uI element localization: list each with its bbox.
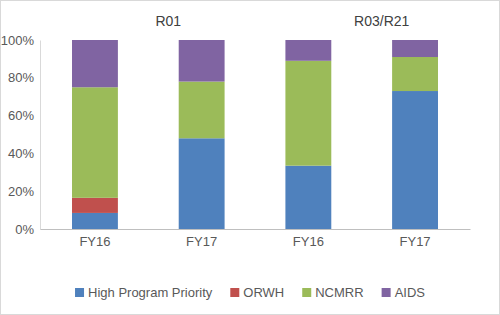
- y-axis: 0% 20% 40% 60% 80% 100%: [1, 33, 41, 237]
- bar-segment: [72, 40, 118, 87]
- x-tick: FY16: [293, 229, 324, 249]
- y-tick-label: 0%: [15, 222, 34, 237]
- legend-item: High Program Priority: [75, 285, 213, 300]
- bar-segment: [72, 213, 118, 229]
- legend-swatch: [302, 288, 311, 297]
- legend-label: AIDS: [395, 285, 426, 300]
- y-tick: 60%: [8, 108, 40, 123]
- bar-segment: [72, 198, 118, 213]
- x-tick-label: FY17: [186, 234, 217, 249]
- y-tick: 20%: [8, 184, 40, 199]
- y-tick-label: 80%: [8, 70, 34, 85]
- legend-item: NCMRR: [302, 285, 363, 300]
- legend-item: AIDS: [382, 285, 426, 300]
- legend-swatch: [75, 288, 84, 297]
- bar-segment: [392, 57, 438, 91]
- x-tick: FY16: [79, 229, 110, 249]
- bar-segment: [179, 138, 225, 229]
- chart-frame: [1, 1, 500, 315]
- legend-swatch: [230, 288, 239, 297]
- y-tick: 100%: [1, 33, 40, 48]
- y-tick: 0%: [15, 222, 40, 237]
- legend: High Program Priority ORWH NCMRR AIDS: [75, 285, 425, 300]
- bar-segment: [285, 61, 331, 166]
- y-tick: 40%: [8, 146, 40, 161]
- bar-segment: [72, 87, 118, 198]
- group-title: R01: [155, 13, 181, 29]
- y-tick-label: 40%: [8, 146, 34, 161]
- x-tick-label: FY16: [79, 234, 110, 249]
- bar-segment: [179, 82, 225, 139]
- legend-label: High Program Priority: [88, 285, 213, 300]
- x-tick: FY17: [400, 229, 431, 249]
- y-tick-label: 20%: [8, 184, 34, 199]
- chart: 0% 20% 40% 60% 80% 100% FY16 FY17 FY16 FY17 R01 R03…: [0, 0, 500, 315]
- x-axis: FY16 FY17 FY16 FY17: [41, 229, 471, 249]
- bar-segment: [179, 40, 225, 82]
- legend-swatch: [382, 288, 391, 297]
- x-tick-label: FY17: [400, 234, 431, 249]
- bar-segment: [285, 40, 331, 61]
- legend-item: ORWH: [230, 285, 284, 300]
- bars: [72, 40, 438, 229]
- x-tick: FY17: [186, 229, 217, 249]
- x-tick-label: FY16: [293, 234, 324, 249]
- bar-segment: [285, 166, 331, 229]
- legend-label: NCMRR: [315, 285, 363, 300]
- bar-segment: [392, 40, 438, 57]
- y-tick-label: 100%: [1, 33, 35, 48]
- legend-label: ORWH: [243, 285, 284, 300]
- x-axis-line: [41, 229, 471, 230]
- group-title: R03/R21: [354, 13, 409, 29]
- y-tick: 80%: [8, 70, 40, 85]
- y-axis-line: [40, 41, 41, 230]
- bar-segment: [392, 91, 438, 229]
- y-tick-label: 60%: [8, 108, 34, 123]
